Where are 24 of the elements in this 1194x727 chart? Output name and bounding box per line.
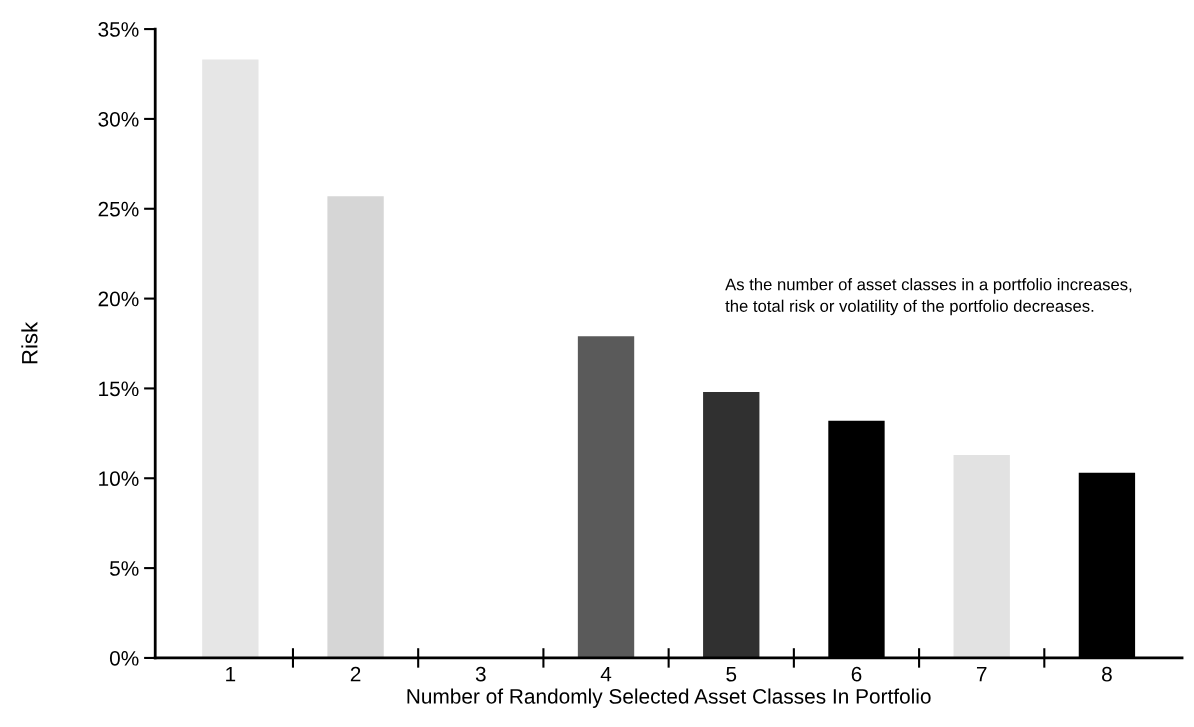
x-tick-label: 5: [726, 667, 737, 682]
annotation: As the number of asset classes in a portfolio increases, the total risk or volatility of the portfolio decreases.: [725, 278, 1132, 316]
bar: [703, 392, 760, 658]
x-tick-label: 1: [226, 667, 236, 682]
x-tick-label: 3: [475, 666, 486, 682]
bar: [202, 59, 259, 658]
x-tick-label: 6: [851, 666, 862, 682]
x-tick-label: 7: [976, 667, 987, 682]
bar: [953, 454, 1010, 658]
x-tick-label: 8: [1102, 666, 1112, 682]
y-tick-label: 15%: [99, 381, 139, 397]
x-axis-title: Number of Randomly Selected Asset Classes In Portfolio: [407, 688, 931, 708]
y-tick-label: 35%: [98, 22, 139, 37]
x-tick-label: 4: [600, 667, 612, 682]
y-tick-label: 0%: [109, 650, 139, 666]
y-tick-label: 20%: [98, 291, 139, 307]
y-tick-label: 30%: [98, 111, 139, 127]
y-tick-label: 5%: [109, 561, 139, 576]
x-tick-label: 2: [350, 666, 361, 682]
bar: [327, 196, 384, 658]
y-tick-label: 25%: [98, 201, 139, 217]
y-tick-label: 10%: [99, 471, 139, 487]
bar: [577, 336, 635, 658]
y-axis-title: Risk: [21, 321, 38, 364]
